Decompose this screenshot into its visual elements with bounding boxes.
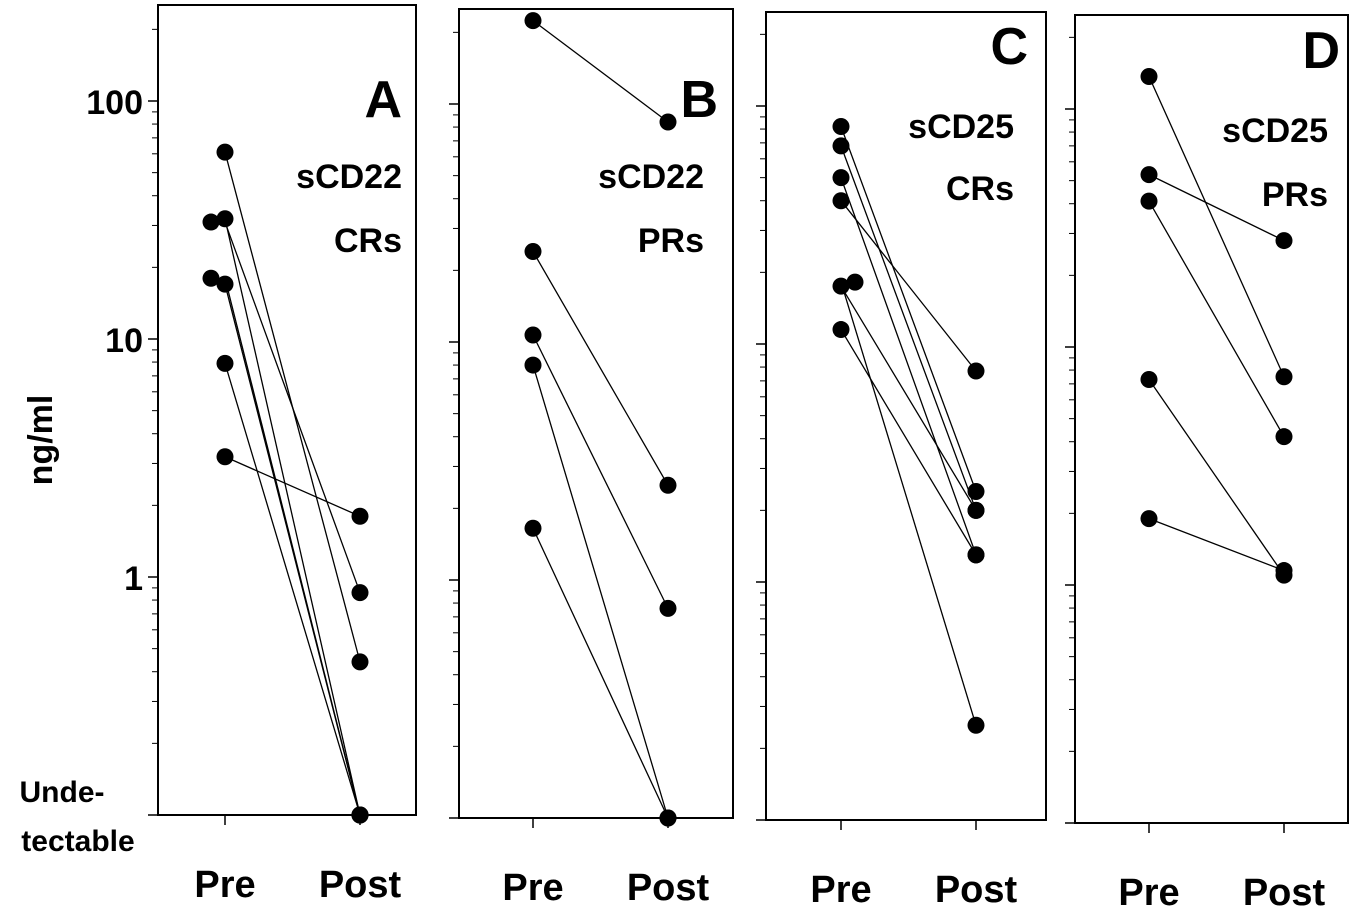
x-tick-label-post: Post	[935, 869, 1018, 911]
pre-point	[216, 275, 234, 293]
post-point	[967, 501, 985, 519]
marker-label: sCD22	[296, 158, 402, 196]
group-label: PRs	[638, 222, 704, 260]
pre-point	[524, 326, 542, 344]
post-point	[967, 362, 985, 380]
pre-point	[216, 143, 234, 161]
post-point	[351, 584, 369, 602]
y-tick-label-100: 100	[86, 84, 143, 122]
post-point	[967, 546, 985, 564]
pre-point	[1140, 510, 1158, 528]
post-point	[967, 483, 985, 501]
subject-line	[532, 364, 669, 819]
pre-point	[1140, 166, 1158, 184]
subject-line	[532, 334, 669, 609]
pre-point	[524, 356, 542, 374]
pre-point	[216, 354, 234, 372]
subject-line	[532, 527, 669, 819]
subject-line	[1148, 200, 1285, 437]
subject-line	[840, 145, 977, 511]
subject-line	[224, 221, 361, 593]
x-tick-label-post: Post	[627, 867, 710, 909]
post-point	[351, 806, 369, 824]
pre-point	[216, 210, 234, 228]
post-point	[659, 476, 677, 494]
marker-label: sCD25	[1222, 112, 1328, 150]
subject-line	[840, 200, 977, 372]
pre-point	[846, 273, 864, 291]
pre-point	[216, 448, 234, 466]
post-point	[351, 507, 369, 525]
pre-point	[832, 118, 850, 136]
post-point	[659, 599, 677, 617]
group-label: PRs	[1262, 176, 1328, 214]
subject-line	[532, 20, 669, 123]
group-label: CRs	[334, 222, 402, 260]
post-point	[659, 809, 677, 827]
y-axis-label: ng/ml	[22, 395, 60, 486]
pre-point	[832, 321, 850, 339]
x-tick-label-pre: Pre	[194, 864, 255, 906]
marker-label: sCD22	[598, 158, 704, 196]
subject-line	[840, 177, 977, 556]
group-label: CRs	[946, 170, 1014, 208]
post-point	[1275, 562, 1293, 580]
x-tick-label-post: Post	[319, 864, 402, 906]
subject-line	[224, 218, 361, 816]
subject-line	[224, 278, 361, 816]
subject-line	[840, 126, 977, 492]
panel-letter: B	[680, 71, 718, 129]
x-tick-label-pre: Pre	[502, 867, 563, 909]
subject-line	[224, 456, 361, 517]
panel-letter: D	[1302, 22, 1340, 80]
pre-point	[202, 269, 220, 287]
plot-frame	[458, 8, 734, 819]
y-tick-label-1: 1	[124, 560, 143, 598]
panel-letter: A	[364, 71, 402, 129]
pre-point	[524, 243, 542, 261]
post-point	[351, 653, 369, 671]
pre-point	[1140, 67, 1158, 85]
subject-line	[840, 281, 977, 726]
pre-point	[832, 277, 850, 295]
post-point	[659, 113, 677, 131]
pre-point	[1140, 371, 1158, 389]
marker-label: sCD25	[908, 108, 1014, 146]
pre-point	[202, 213, 220, 231]
subject-line	[1148, 76, 1285, 378]
pre-point	[832, 192, 850, 210]
subject-line	[1148, 518, 1285, 572]
x-tick-label-pre: Pre	[1118, 872, 1179, 914]
pre-point	[524, 519, 542, 537]
x-tick-label-post: Post	[1243, 872, 1326, 914]
pre-point	[1140, 192, 1158, 210]
subject-line	[840, 285, 977, 511]
panel-letter: C	[990, 18, 1028, 76]
post-point	[1275, 368, 1293, 386]
undetectable-label-line2: tectable	[21, 825, 134, 858]
pre-point	[832, 169, 850, 187]
plot-frame	[157, 4, 417, 816]
pre-point	[524, 12, 542, 30]
y-tick-label-10: 10	[105, 322, 143, 360]
pre-point	[832, 137, 850, 155]
subject-line	[1148, 379, 1285, 576]
post-point	[1275, 232, 1293, 250]
x-tick-label-pre: Pre	[810, 869, 871, 911]
post-point	[1275, 428, 1293, 446]
subject-line	[840, 329, 977, 556]
subject-line	[224, 363, 361, 816]
post-point	[967, 716, 985, 734]
subject-line	[532, 251, 669, 486]
subject-line	[1148, 174, 1285, 242]
undetectable-label-line1: Unde-	[20, 776, 105, 809]
